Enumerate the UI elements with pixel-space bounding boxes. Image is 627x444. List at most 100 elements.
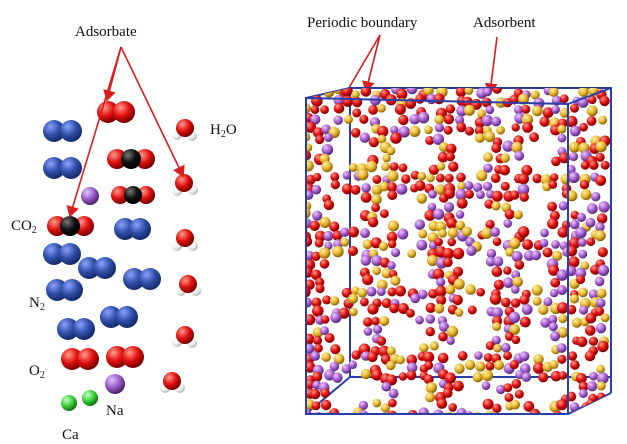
framework-atom xyxy=(598,201,610,213)
framework-atom xyxy=(407,249,417,258)
h2o-molecule xyxy=(172,326,197,348)
framework-atom xyxy=(538,304,549,315)
framework-atom xyxy=(576,212,587,222)
framework-atom xyxy=(550,173,559,182)
framework-atom xyxy=(378,345,390,357)
framework-atom xyxy=(358,410,369,414)
framework-atom xyxy=(362,274,374,286)
framework-atom xyxy=(465,126,474,136)
framework-atom xyxy=(461,226,472,237)
ca-label: Ca xyxy=(62,427,79,443)
framework-atom xyxy=(401,174,411,184)
framework-atom xyxy=(397,303,409,314)
framework-atom xyxy=(438,229,447,238)
framework-atom xyxy=(519,351,530,362)
framework-atom xyxy=(381,381,392,392)
framework-atom xyxy=(549,360,559,369)
framework-atom xyxy=(588,95,597,105)
framework-atom xyxy=(315,283,325,294)
framework-atom xyxy=(484,410,496,414)
framework-atom xyxy=(496,125,505,135)
framework-atom xyxy=(594,276,605,287)
framework-atom xyxy=(519,294,530,305)
framework-atom xyxy=(596,399,609,411)
framework-atoms xyxy=(306,88,611,414)
framework-atom xyxy=(306,143,313,152)
framework-atom xyxy=(340,237,350,247)
framework-atom xyxy=(500,181,510,191)
h2o-molecule xyxy=(160,372,185,393)
framework-atom xyxy=(330,344,341,355)
framework-atom xyxy=(483,353,493,362)
na-ion xyxy=(105,374,125,394)
framework-atom xyxy=(489,293,502,305)
framework-atom xyxy=(477,109,486,119)
framework-atom xyxy=(310,351,321,361)
framework-atom xyxy=(588,336,599,346)
framework-atom xyxy=(595,306,605,316)
framework-atom xyxy=(376,287,386,296)
framework-atom xyxy=(320,388,330,398)
framework-atom xyxy=(311,184,322,195)
framework-atom xyxy=(490,227,500,237)
framework-atom xyxy=(416,239,428,251)
framework-atom xyxy=(476,170,488,182)
framework-atom xyxy=(494,360,504,371)
framework-atom xyxy=(332,245,344,258)
framework-atom xyxy=(551,105,560,114)
framework-atom xyxy=(306,103,311,114)
framework-atom xyxy=(435,184,446,195)
framework-atom xyxy=(425,314,435,324)
co2-molecule xyxy=(47,216,94,236)
framework-atom xyxy=(491,201,501,211)
framework-atom xyxy=(455,210,465,219)
framework-atom xyxy=(406,370,417,381)
framework-atom xyxy=(597,372,609,385)
framework-atom xyxy=(521,164,533,176)
framework-atom xyxy=(313,335,323,345)
framework-atom xyxy=(569,402,580,412)
framework-atom xyxy=(569,294,580,304)
framework-atom xyxy=(436,162,446,171)
framework-atom xyxy=(444,173,454,183)
framework-atom xyxy=(512,276,523,288)
framework-atom xyxy=(396,355,405,365)
framework-atom xyxy=(547,217,559,230)
framework-atom xyxy=(319,216,331,228)
framework-atom xyxy=(333,115,343,125)
framework-atom xyxy=(344,114,353,124)
framework-atom xyxy=(445,143,457,155)
framework-atom xyxy=(363,317,373,327)
framework-atom xyxy=(518,173,529,185)
framework-atom xyxy=(382,153,391,163)
framework-atom xyxy=(521,113,534,126)
framework-atom xyxy=(315,134,325,145)
framework-atom xyxy=(321,124,331,135)
framework-atom xyxy=(368,137,379,148)
framework-atom xyxy=(418,229,428,239)
framework-atom xyxy=(357,287,368,298)
framework-atom xyxy=(557,226,569,238)
framework-atom xyxy=(578,287,588,298)
framework-atom xyxy=(550,331,561,342)
framework-atom xyxy=(409,125,421,137)
framework-atom xyxy=(425,382,437,394)
framework-atom xyxy=(585,325,596,336)
framework-atom xyxy=(503,383,513,393)
framework-atom xyxy=(423,374,434,385)
framework-atom xyxy=(329,361,340,372)
framework-atom xyxy=(314,238,324,248)
framework-atom xyxy=(426,254,439,267)
framework-atom xyxy=(455,220,466,231)
framework-atom xyxy=(466,245,477,256)
framework-atom xyxy=(380,403,391,413)
framework-atom xyxy=(353,407,364,414)
n2-molecule xyxy=(46,279,83,301)
framework-atom xyxy=(415,94,425,104)
framework-atom xyxy=(585,312,597,324)
framework-atom xyxy=(523,400,535,412)
framework-atom xyxy=(423,351,435,363)
framework-atom xyxy=(434,237,444,247)
framework-atom xyxy=(491,335,501,345)
